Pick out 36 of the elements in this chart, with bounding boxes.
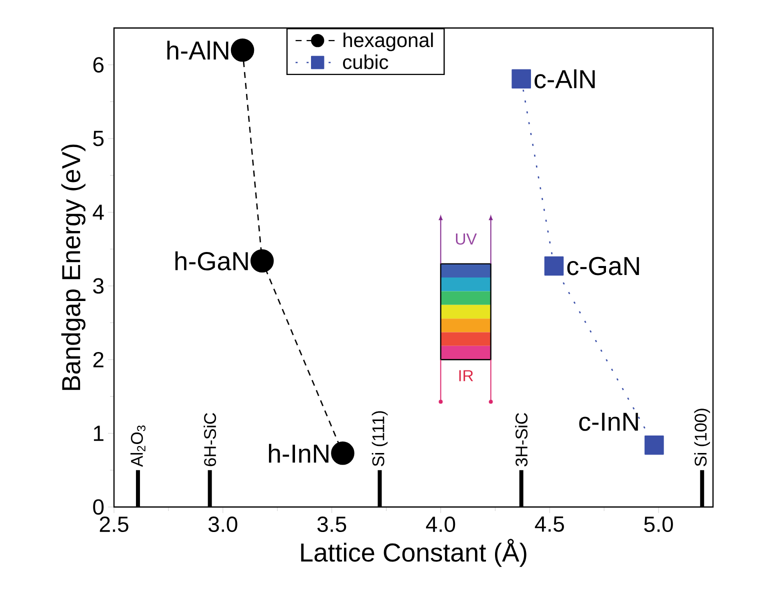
legend-label: hexagonal [344,32,433,52]
annotation: IR [459,370,474,382]
legend-label: cubic [343,54,388,70]
point [250,249,274,273]
x-tick-label: 2.5 [100,516,128,532]
y-tick-label: 4 [92,204,104,220]
y-axis-title: Bandgap Energy (eV) [61,144,86,390]
point [544,256,564,276]
annotation: c-InN [579,412,638,431]
annotation: 6H-SiC [204,413,216,466]
point [230,38,254,62]
x-tick-label: 4.0 [426,516,456,532]
annotation: Al$_{2}$O$_{3}$ [130,426,146,467]
annotation: h-GaN [175,251,248,270]
annotation: h-InN [268,444,328,463]
annotation: c-GaN [567,256,639,276]
annotation: Si (111) [372,411,388,466]
annotation: c-AlN [534,69,595,88]
y-tick-label: 2 [93,352,104,368]
y-tick-label: 1 [94,426,104,441]
x-tick-label: 3.0 [208,516,238,532]
y-tick-label: 0 [93,499,104,515]
x-tick-label: 4.5 [534,516,564,532]
y-tick-label: 3 [93,278,104,294]
x-axis-title: Lattice Constant (Å) [301,538,526,567]
point [331,442,354,465]
x-tick-label: 5.0 [644,516,673,532]
annotation: h-AlN [167,40,228,60]
point [512,69,531,88]
annotation: 3H-SiC [515,413,528,466]
annotation: UV [456,234,477,245]
y-tick-label: 6 [93,57,104,73]
x-tick-label: 3.5 [317,516,346,532]
y-tick-label: 5 [93,130,104,146]
point [644,435,664,455]
annotation: Si (100) [694,408,710,466]
